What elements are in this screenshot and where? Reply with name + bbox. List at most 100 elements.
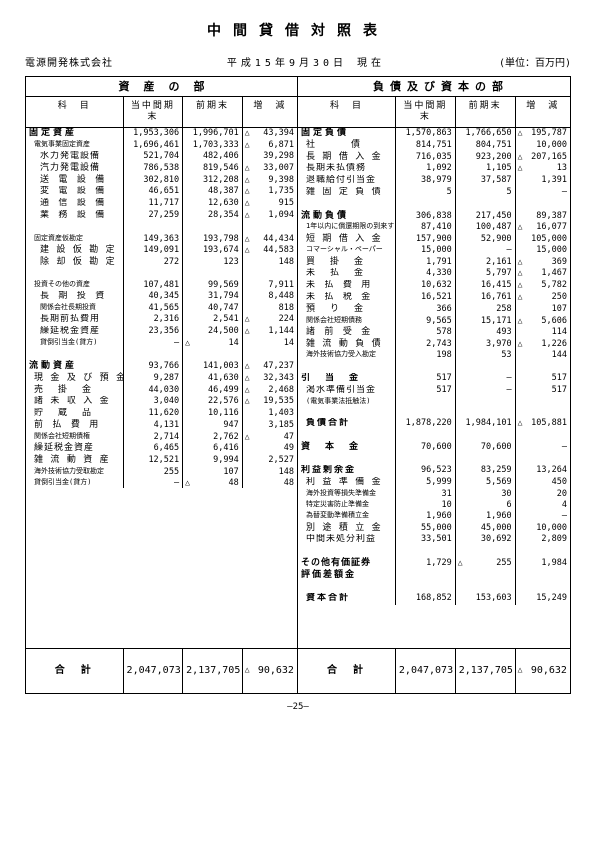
line-item: 別 途 積 立 金55,00045,00010,000 xyxy=(298,522,570,534)
item-value: 5,999 xyxy=(396,477,456,489)
item-value: 517 xyxy=(396,373,456,385)
item-value: – xyxy=(516,187,570,199)
item-value: – xyxy=(124,477,184,488)
line-item: 渇水準備引当金517–517 xyxy=(298,385,570,397)
line-item: 固定負債1,570,8631,766,650△195,787 xyxy=(298,128,570,140)
line-item: 投資その他の資産107,48199,5697,911 xyxy=(26,280,297,291)
item-name: 資本合計 xyxy=(298,593,396,605)
item-value xyxy=(456,569,516,581)
item-value: 153,603 xyxy=(456,593,516,605)
item-value: 517 xyxy=(516,373,570,385)
item-value: 7,911 xyxy=(243,280,297,291)
item-value: 148 xyxy=(243,256,297,268)
item-name: 海外技術協力受取勘定 xyxy=(26,466,124,477)
item-value: 6,465 xyxy=(124,442,184,454)
item-value: △1,467 xyxy=(516,268,570,280)
item-name: 雑 流 動 資 産 xyxy=(26,454,124,466)
item-value: 44,030 xyxy=(124,384,184,396)
item-name: 利益剰余金 xyxy=(298,465,396,477)
line-item: 貸倒引当金(貸方)–△4848 xyxy=(26,477,297,488)
assets-body: 固定資産1,953,3061,996,701△43,394電気事業固定資産1,6… xyxy=(26,128,297,648)
line-item: コマーシャル・ペーパー15,000–15,000 xyxy=(298,245,570,256)
item-value: 306,838 xyxy=(396,210,456,222)
item-value: 2,316 xyxy=(124,314,184,326)
assets-title: 資産の部 xyxy=(26,77,297,97)
item-value: 11,717 xyxy=(124,198,184,210)
item-value: △1,735 xyxy=(243,186,297,198)
item-value: △43,394 xyxy=(243,128,297,140)
item-value: △19,535 xyxy=(243,396,297,408)
item-value: 157,900 xyxy=(396,233,456,245)
item-name: 為替変動準備積立金 xyxy=(298,511,396,522)
item-value: 5 xyxy=(396,187,456,199)
item-value: △5,782 xyxy=(516,280,570,292)
item-value: △47,237 xyxy=(243,360,297,372)
item-value: 482,406 xyxy=(183,151,243,163)
total-v1: 2,047,073 xyxy=(396,649,456,693)
line-item: 関係会社短期債権2,7142,762△47 xyxy=(26,431,297,442)
item-name: 繰延税金資産 xyxy=(26,442,124,454)
item-value: 100,487 xyxy=(456,222,516,233)
item-value: 5 xyxy=(456,187,516,199)
line-item: 長期前払費用2,3162,541△224 xyxy=(26,314,297,326)
item-value: 2,541 xyxy=(183,314,243,326)
item-value: 22,576 xyxy=(183,396,243,408)
liab-total: 合計 2,047,073 2,137,705 △90,632 xyxy=(298,648,570,693)
item-value: △1,226 xyxy=(516,338,570,350)
line-item: 建 設 仮 勘 定149,091193,674△44,583 xyxy=(26,244,297,256)
item-value: 40,747 xyxy=(183,303,243,314)
item-value: 786,538 xyxy=(124,162,184,174)
line-item: 負債合計1,878,2201,984,101△105,881 xyxy=(298,418,570,430)
item-name: 短 期 借 入 金 xyxy=(298,233,396,245)
item-name: 未 払 金 xyxy=(298,268,396,280)
line-item: 中間未処分利益33,50130,6922,809 xyxy=(298,534,570,546)
item-value: 93,766 xyxy=(124,360,184,372)
line-item: 海外技術協力受入勘定19853144 xyxy=(298,350,570,361)
item-value: 27,259 xyxy=(124,210,184,222)
item-value: 55,000 xyxy=(396,522,456,534)
item-value: 70,600 xyxy=(456,441,516,453)
item-value: 2,527 xyxy=(243,454,297,466)
item-value: 578 xyxy=(396,326,456,338)
item-value: 10,000 xyxy=(516,139,570,151)
line-item: 固定資産仮勘定149,363193,798△44,434 xyxy=(26,233,297,244)
item-name: 別 途 積 立 金 xyxy=(298,522,396,534)
item-name: 固定資産 xyxy=(26,128,124,140)
line-item: 長 期 借 入 金716,035923,200△207,165 xyxy=(298,151,570,163)
item-name: 現 金 及 び 預 金 xyxy=(26,372,124,384)
assets-side: 資産の部 科 目 当中間期末 前期末 増 減 固定資産1,953,3061,99… xyxy=(26,77,298,693)
line-item: 特定災害防止準備金1064 xyxy=(298,500,570,511)
item-value: 99,569 xyxy=(183,280,243,291)
total-label: 合計 xyxy=(298,649,396,693)
item-value: △14 xyxy=(183,337,243,348)
line-item: 社 債814,751804,75110,000 xyxy=(298,139,570,151)
item-value: 1,703,333 xyxy=(183,139,243,150)
assets-col-head: 科 目 当中間期末 前期末 増 減 xyxy=(26,97,297,128)
item-value: 46,499 xyxy=(183,384,243,396)
item-name: 中間未処分利益 xyxy=(298,534,396,546)
item-name: 渇水準備引当金 xyxy=(298,385,396,397)
item-name: 貯 蔵 品 xyxy=(26,408,124,420)
line-item: 未 払 費 用10,63216,415△5,782 xyxy=(298,280,570,292)
item-value: 107,481 xyxy=(124,280,184,291)
item-value: △16,077 xyxy=(516,222,570,233)
item-value: 3,185 xyxy=(243,419,297,431)
item-value: 521,704 xyxy=(124,151,184,163)
item-value: 2,743 xyxy=(396,338,456,350)
item-value: 33,501 xyxy=(396,534,456,546)
item-value: 40,345 xyxy=(124,291,184,303)
line-item: 前 払 費 用4,1319473,185 xyxy=(26,419,297,431)
item-name: 評価差額金 xyxy=(298,569,396,581)
line-item: 関係会社長期投資41,56540,747818 xyxy=(26,303,297,314)
item-value: 105,000 xyxy=(516,233,570,245)
item-name: 資 本 金 xyxy=(298,441,396,453)
line-item: 繰延税金資産23,35624,500△1,144 xyxy=(26,326,297,338)
item-value: – xyxy=(516,511,570,522)
item-value: 46,651 xyxy=(124,186,184,198)
item-value: 1,696,461 xyxy=(124,139,184,150)
assets-total: 合計 2,047,073 2,137,705 △90,632 xyxy=(26,648,297,693)
line-item: 海外技術協力受取勘定255107148 xyxy=(26,466,297,477)
item-value: 12,521 xyxy=(124,454,184,466)
item-value: 10,000 xyxy=(516,522,570,534)
total-label: 合計 xyxy=(26,649,124,693)
